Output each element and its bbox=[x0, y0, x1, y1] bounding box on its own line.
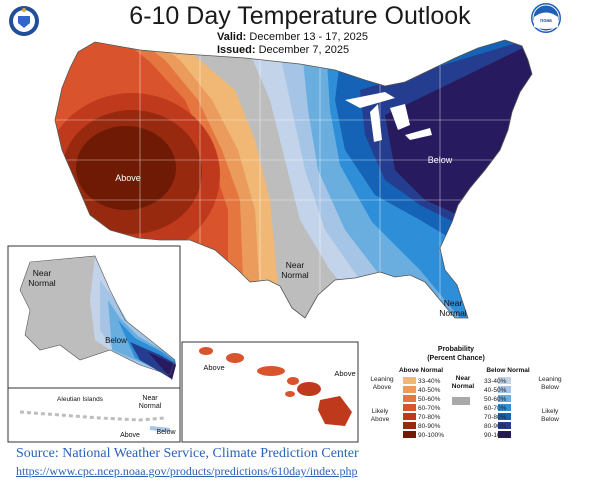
label-aleutian-above: Above bbox=[120, 432, 140, 439]
legend-swatch-below-1 bbox=[498, 386, 511, 393]
legend-swatch-above-5 bbox=[403, 422, 416, 429]
legend-bin-above-6: 90-100% bbox=[418, 432, 444, 439]
label-near-normal-plains: Near Normal bbox=[281, 260, 309, 280]
label-alaska-below: Below bbox=[105, 336, 127, 345]
label-above-west: Above bbox=[115, 173, 141, 183]
legend-swatch-below-0 bbox=[498, 377, 511, 384]
legend-swatch-above-3 bbox=[403, 404, 416, 411]
source-link[interactable]: https://www.cpc.ncep.noaa.gov/products/p… bbox=[16, 464, 358, 478]
svg-text:noaa: noaa bbox=[540, 18, 552, 24]
legend-bin-below-6: 90-100% bbox=[484, 432, 510, 439]
legend-bin-below-1: 40-50% bbox=[484, 387, 507, 394]
legend-swatch-above-4 bbox=[403, 413, 416, 420]
legend-bin-above-1: 40-50% bbox=[418, 387, 441, 394]
legend-bin-above-5: 80-90% bbox=[418, 423, 441, 430]
map-title: 6-10 Day Temperature Outlook bbox=[129, 2, 471, 30]
legend-above-header: Above Normal bbox=[399, 367, 443, 374]
legend-swatch-below-6 bbox=[498, 431, 511, 438]
legend-likely-above: Likely Above bbox=[371, 408, 390, 423]
legend-bin-below-0: 33-40% bbox=[484, 378, 507, 385]
great-lakes bbox=[345, 92, 432, 142]
label-below-east: Below bbox=[428, 155, 453, 165]
label-alaska-near-normal: Near Normal bbox=[28, 268, 56, 288]
legend-title: Probability (Percent Chance) bbox=[427, 346, 485, 362]
hawaii-inset: Above Above bbox=[181, 341, 359, 443]
legend-leaning-below: Leaning Below bbox=[538, 376, 562, 391]
legend-near-header: Near Normal bbox=[452, 375, 475, 390]
label-aleutian-below: Below bbox=[156, 429, 176, 436]
legend-bin-below-3: 60-70% bbox=[484, 405, 507, 412]
legend-bin-below-2: 50-60% bbox=[484, 396, 507, 403]
issued-line: Issued: December 7, 2025 bbox=[217, 44, 349, 56]
legend-swatch-above-2 bbox=[403, 395, 416, 402]
legend-below-header: Below Normal bbox=[486, 367, 530, 374]
valid-line: Valid: December 13 - 17, 2025 bbox=[217, 31, 368, 43]
probability-legend: Probability (Percent Chance) Above Normal… bbox=[370, 346, 562, 439]
valid-label: Valid: bbox=[217, 31, 247, 43]
label-near-normal-florida: Near Normal bbox=[439, 298, 467, 318]
legend-swatch-below-5 bbox=[498, 422, 511, 429]
valid-dates: December 13 - 17, 2025 bbox=[249, 31, 369, 43]
legend-bin-above-4: 70-80% bbox=[418, 414, 441, 421]
legend-likely-below: Likely Below bbox=[541, 408, 559, 423]
aleutian-inset: Aleutian Islands Near Normal Above Below bbox=[7, 387, 181, 443]
label-aleutian-islands: Aleutian Islands bbox=[57, 396, 104, 403]
legend-bin-above-3: 60-70% bbox=[418, 405, 441, 412]
alaska-inset: Near Normal Below bbox=[7, 245, 181, 389]
doc-seal-icon bbox=[9, 6, 39, 36]
legend-swatch-above-0 bbox=[403, 377, 416, 384]
legend-bin-above-2: 50-60% bbox=[418, 396, 441, 403]
legend-swatch-below-4 bbox=[498, 413, 511, 420]
legend-swatch-above-6 bbox=[403, 431, 416, 438]
noaa-logo-icon: noaa bbox=[531, 3, 561, 33]
label-hawaii-above-left: Above bbox=[203, 363, 224, 372]
legend-near-swatch bbox=[452, 397, 470, 405]
legend-bin-below-4: 70-80% bbox=[484, 414, 507, 421]
legend-swatch-below-3 bbox=[498, 404, 511, 411]
issued-label: Issued: bbox=[217, 44, 256, 56]
legend-swatch-below-2 bbox=[498, 395, 511, 402]
legend-leaning-above: Leaning Above bbox=[370, 376, 394, 391]
legend-bin-above-0: 33-40% bbox=[418, 378, 441, 385]
label-hawaii-above-right: Above bbox=[334, 369, 355, 378]
legend-rows: 33-40% 33-40% 40-50% 40-50% 50-60% 50-60% 60-7… bbox=[403, 377, 511, 439]
conus-outline bbox=[54, 39, 533, 319]
issued-date: December 7, 2025 bbox=[258, 44, 350, 56]
legend-bin-below-5: 80-90% bbox=[484, 423, 507, 430]
legend-swatch-above-1 bbox=[403, 386, 416, 393]
source-credit: Source: National Weather Service, Climat… bbox=[16, 446, 359, 461]
label-aleutian-near-normal: Near Normal bbox=[139, 395, 162, 410]
